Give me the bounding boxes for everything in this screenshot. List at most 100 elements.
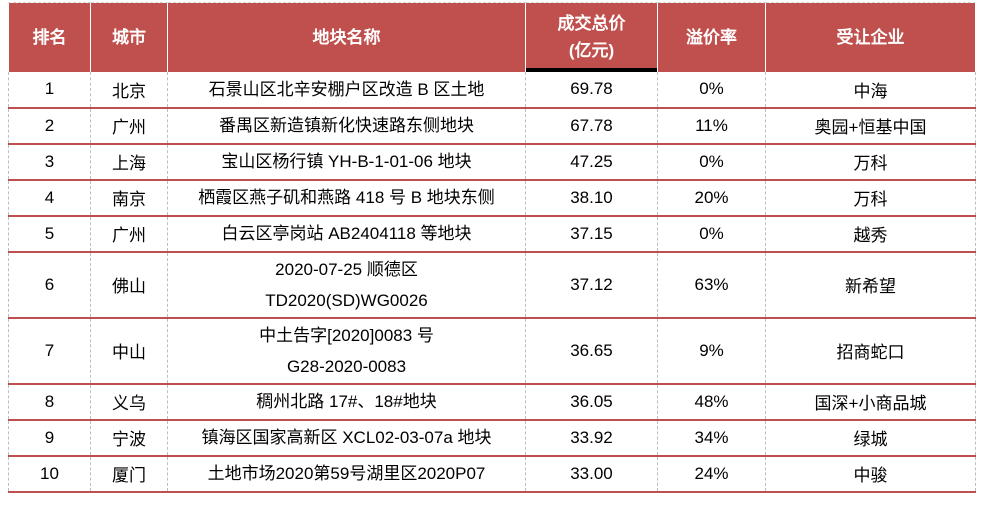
rank-cell: 7 [8,317,91,385]
table-row: 5 广州 白云区亭岗站 AB2404118 等地块 37.15 0% 越秀 [8,215,976,253]
table-row: 4 南京 栖霞区燕子矶和燕路 418 号 B 地块东侧 38.10 20% 万科 [8,179,976,217]
table-body: 1 北京 石景山区北辛安棚户区改造 B 区土地 69.78 0% 中海 2 广州 番禺区新造镇新… [8,71,976,493]
table-row: 10 厦门 土地市场2020第59号湖里区2020P07 33.00 24% 中骏 [8,455,976,493]
header-rank: 排名 [8,2,91,72]
report-page: 排名 城市 地块名称 成交总价 (亿元) 溢价率 受让企业 [8,2,976,493]
header-transferee: 受让企业 [765,2,976,72]
city-cell: 北京 [90,71,168,109]
rank-cell: 4 [8,179,91,217]
header-row: 排名 城市 地块名称 成交总价 (亿元) 溢价率 受让企业 [8,2,976,72]
header-parcel-name-label: 地块名称 [312,27,381,47]
transferee-cell: 越秀 [765,215,976,253]
header-city-label: 城市 [112,27,146,47]
table-header: 排名 城市 地块名称 成交总价 (亿元) 溢价率 受让企业 [8,2,976,72]
rank-cell: 8 [8,383,91,421]
rank-cell: 3 [8,143,91,181]
premium-rate-cell: 24% [657,455,766,493]
table-row: 2 广州 番禺区新造镇新化快速路东侧地块 67.78 11% 奥园+恒基中国 [8,107,976,145]
table-row: 8 义乌 稠州北路 17#、18#地块 36.05 48% 国深+小商品城 [8,383,976,421]
transferee-cell: 中海 [765,71,976,109]
total-price-cell: 33.92 [525,419,658,457]
transferee-cell: 新希望 [765,251,976,319]
premium-rate-cell: 48% [657,383,766,421]
parcel-name-cell: 白云区亭岗站 AB2404118 等地块 [167,215,526,253]
premium-rate-cell: 11% [657,107,766,145]
city-cell: 广州 [90,215,168,253]
parcel-name-line: 番禺区新造镇新化快速路东侧地块 [219,116,474,135]
table-row: 7 中山 中土告字[2020]0083 号 G28-2020-0083 36.65 9% 招… [8,317,976,385]
premium-rate-cell: 9% [657,317,766,385]
transferee-cell: 万科 [765,143,976,181]
parcel-name-cell: 2020-07-25 顺德区 TD2020(SD)WG0026 [167,251,526,319]
header-total-price-label: 成交总价 [557,14,626,34]
total-price-cell: 38.10 [525,179,658,217]
rank-cell: 5 [8,215,91,253]
parcel-name-cell: 中土告字[2020]0083 号 G28-2020-0083 [167,317,526,385]
total-price-cell: 47.25 [525,143,658,181]
parcel-name-line: 石景山区北辛安棚户区改造 B 区土地 [208,79,485,99]
header-transferee-label: 受让企业 [836,27,905,47]
city-cell: 中山 [90,317,168,385]
total-price-cell: 36.05 [525,383,658,421]
header-total-price-unit: (亿元) [568,41,615,61]
rank-cell: 9 [8,419,91,457]
rank-cell: 1 [8,71,91,109]
premium-rate-cell: 20% [657,179,766,217]
parcel-name-line: 稠州北路 17#、18#地块 [256,392,437,411]
city-cell: 广州 [90,107,168,145]
city-cell: 宁波 [90,419,168,457]
parcel-name-cell: 番禺区新造镇新化快速路东侧地块 [167,107,526,145]
parcel-name-line: 栖霞区燕子矶和燕路 418 号 B 地块东侧 [198,188,495,207]
parcel-name-cell: 栖霞区燕子矶和燕路 418 号 B 地块东侧 [167,179,526,217]
table-row: 9 宁波 镇海区国家高新区 XCL02-03-07a 地块 33.92 34% 绿城 [8,419,976,457]
premium-rate-cell: 34% [657,419,766,457]
parcel-name-line: 中土告字[2020]0083 号 [259,325,434,345]
transferee-cell: 中骏 [765,455,976,493]
premium-rate-cell: 0% [657,143,766,181]
table-row: 1 北京 石景山区北辛安棚户区改造 B 区土地 69.78 0% 中海 [8,71,976,109]
premium-rate-cell: 0% [657,215,766,253]
rank-cell: 10 [8,455,91,493]
parcel-name-cell: 稠州北路 17#、18#地块 [167,383,526,421]
rank-cell: 2 [8,107,91,145]
header-premium-rate: 溢价率 [657,2,766,72]
parcel-name-line: TD2020(SD)WG0026 [265,290,428,310]
city-cell: 佛山 [90,251,168,319]
parcel-name-line: 宝山区杨行镇 YH-B-1-01-06 地块 [221,152,472,171]
total-price-cell: 37.15 [525,215,658,253]
total-price-cell: 36.65 [525,317,658,385]
rank-cell: 6 [8,251,91,319]
transferee-cell: 国深+小商品城 [765,383,976,421]
transferee-cell: 奥园+恒基中国 [765,107,976,145]
parcel-name-line: 2020-07-25 顺德区 [275,259,418,279]
parcel-name-cell: 镇海区国家高新区 XCL02-03-07a 地块 [167,419,526,457]
premium-rate-cell: 0% [657,71,766,109]
header-premium-rate-label: 溢价率 [686,27,737,47]
transferee-cell: 万科 [765,179,976,217]
table-row: 6 佛山 2020-07-25 顺德区 TD2020(SD)WG0026 37.12 63… [8,251,976,319]
header-total-price: 成交总价 (亿元) [525,2,658,72]
land-transaction-table: 排名 城市 地块名称 成交总价 (亿元) 溢价率 受让企业 [8,2,976,493]
transferee-cell: 绿城 [765,419,976,457]
parcel-name-line: G28-2020-0083 [286,356,407,376]
parcel-name-cell: 宝山区杨行镇 YH-B-1-01-06 地块 [167,143,526,181]
price-header-underline [526,67,657,72]
city-cell: 厦门 [90,455,168,493]
parcel-name-line: 土地市场2020第59号湖里区2020P07 [207,464,486,483]
header-rank-label: 排名 [32,27,67,47]
city-cell: 义乌 [90,383,168,421]
parcel-name-line: 镇海区国家高新区 XCL02-03-07a 地块 [201,428,492,447]
header-city: 城市 [90,2,168,72]
header-parcel-name: 地块名称 [167,2,526,72]
parcel-name-line: 白云区亭岗站 AB2404118 等地块 [221,224,472,243]
total-price-cell: 67.78 [525,107,658,145]
transferee-cell: 招商蛇口 [765,317,976,385]
total-price-cell: 33.00 [525,455,658,493]
city-cell: 上海 [90,143,168,181]
city-cell: 南京 [90,179,168,217]
premium-rate-cell: 63% [657,251,766,319]
parcel-name-cell: 石景山区北辛安棚户区改造 B 区土地 [167,71,526,109]
total-price-cell: 69.78 [525,71,658,109]
total-price-cell: 37.12 [525,251,658,319]
parcel-name-cell: 土地市场2020第59号湖里区2020P07 [167,455,526,493]
